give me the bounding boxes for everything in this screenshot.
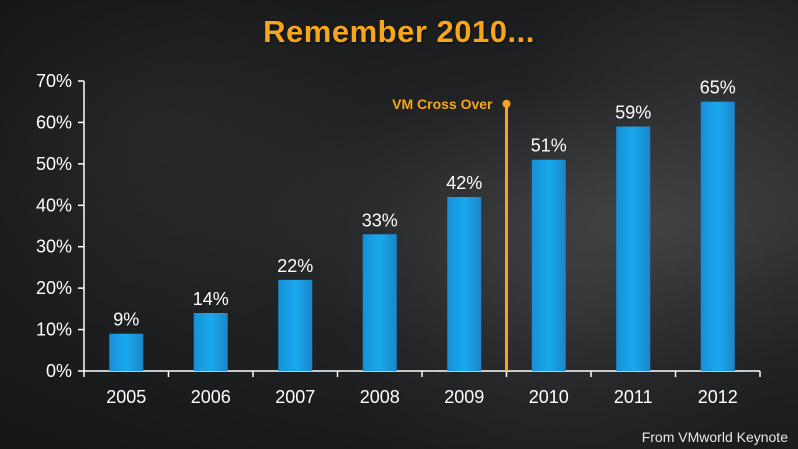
data-label-2010: 51% [531,136,567,156]
data-label-2006: 14% [193,289,229,309]
data-label-2009: 42% [446,173,482,193]
bar-2011 [616,126,651,371]
crossover-marker [502,99,511,108]
data-label-2005: 9% [113,310,139,330]
x-tick-label-2012: 2012 [698,387,738,407]
bar-2005 [109,333,144,371]
x-tick-label-2010: 2010 [529,387,569,407]
y-tick-label: 10% [36,320,72,340]
x-tick-label-2008: 2008 [360,387,400,407]
y-tick-label: 60% [36,112,72,132]
source-credit: From VMworld Keynote [641,429,788,445]
bar-2007 [278,279,313,371]
y-tick-label: 30% [36,237,72,257]
x-tick-label-2005: 2005 [106,387,146,407]
bar-2010 [531,159,566,371]
data-label-2008: 33% [362,210,398,230]
y-tick-label: 70% [36,71,72,91]
data-label-2007: 22% [277,256,313,276]
bar-2012 [700,101,735,371]
data-label-2011: 59% [615,103,651,123]
x-tick-label-2011: 2011 [614,387,653,407]
x-tick-label-2007: 2007 [275,387,315,407]
y-tick-label: 50% [36,154,72,174]
x-tick-label-2006: 2006 [191,387,231,407]
page-title: Remember 2010... [263,14,535,49]
bar-2009 [447,197,482,371]
crossover-label: VM Cross Over [392,96,493,112]
x-tick-label-2009: 2009 [444,387,484,407]
y-tick-label: 20% [36,278,72,298]
bar-2006 [193,313,228,371]
data-label-2012: 65% [700,78,736,98]
y-tick-label: 40% [36,195,72,215]
bar-2008 [362,234,397,371]
y-tick-label: 0% [46,361,72,381]
